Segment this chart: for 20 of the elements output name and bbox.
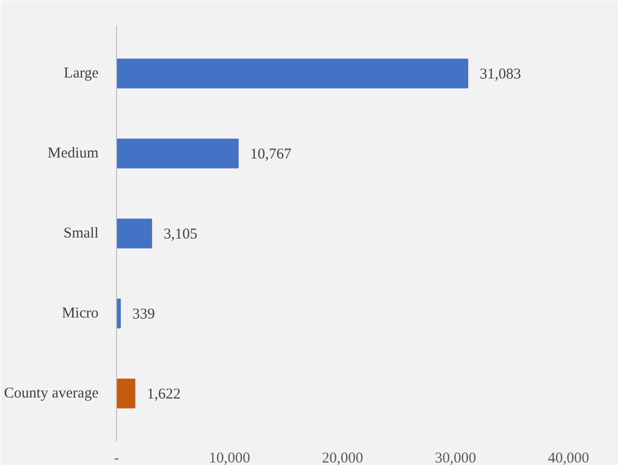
y-tick-label: Micro <box>62 306 99 322</box>
x-tick-label: 10,000 <box>208 450 250 466</box>
bar <box>116 218 152 248</box>
y-tick-label: Large <box>64 66 99 82</box>
data-label: 1,622 <box>146 386 181 402</box>
data-label: 31,083 <box>480 66 521 82</box>
x-tick-label: - <box>114 450 119 466</box>
bar <box>116 138 239 168</box>
bar <box>116 378 136 408</box>
bar <box>116 298 121 328</box>
y-tick-label: Small <box>64 226 99 242</box>
data-label: 3,105 <box>164 226 198 242</box>
x-tick-label: 30,000 <box>434 450 476 466</box>
y-tick-label: County average <box>4 386 99 402</box>
bar <box>116 58 468 88</box>
data-label: 339 <box>132 306 155 322</box>
data-label: 10,767 <box>250 146 292 162</box>
x-tick-label: 40,000 <box>548 450 590 466</box>
x-tick-label: 20,000 <box>322 450 364 466</box>
y-tick-label: Medium <box>48 146 99 162</box>
